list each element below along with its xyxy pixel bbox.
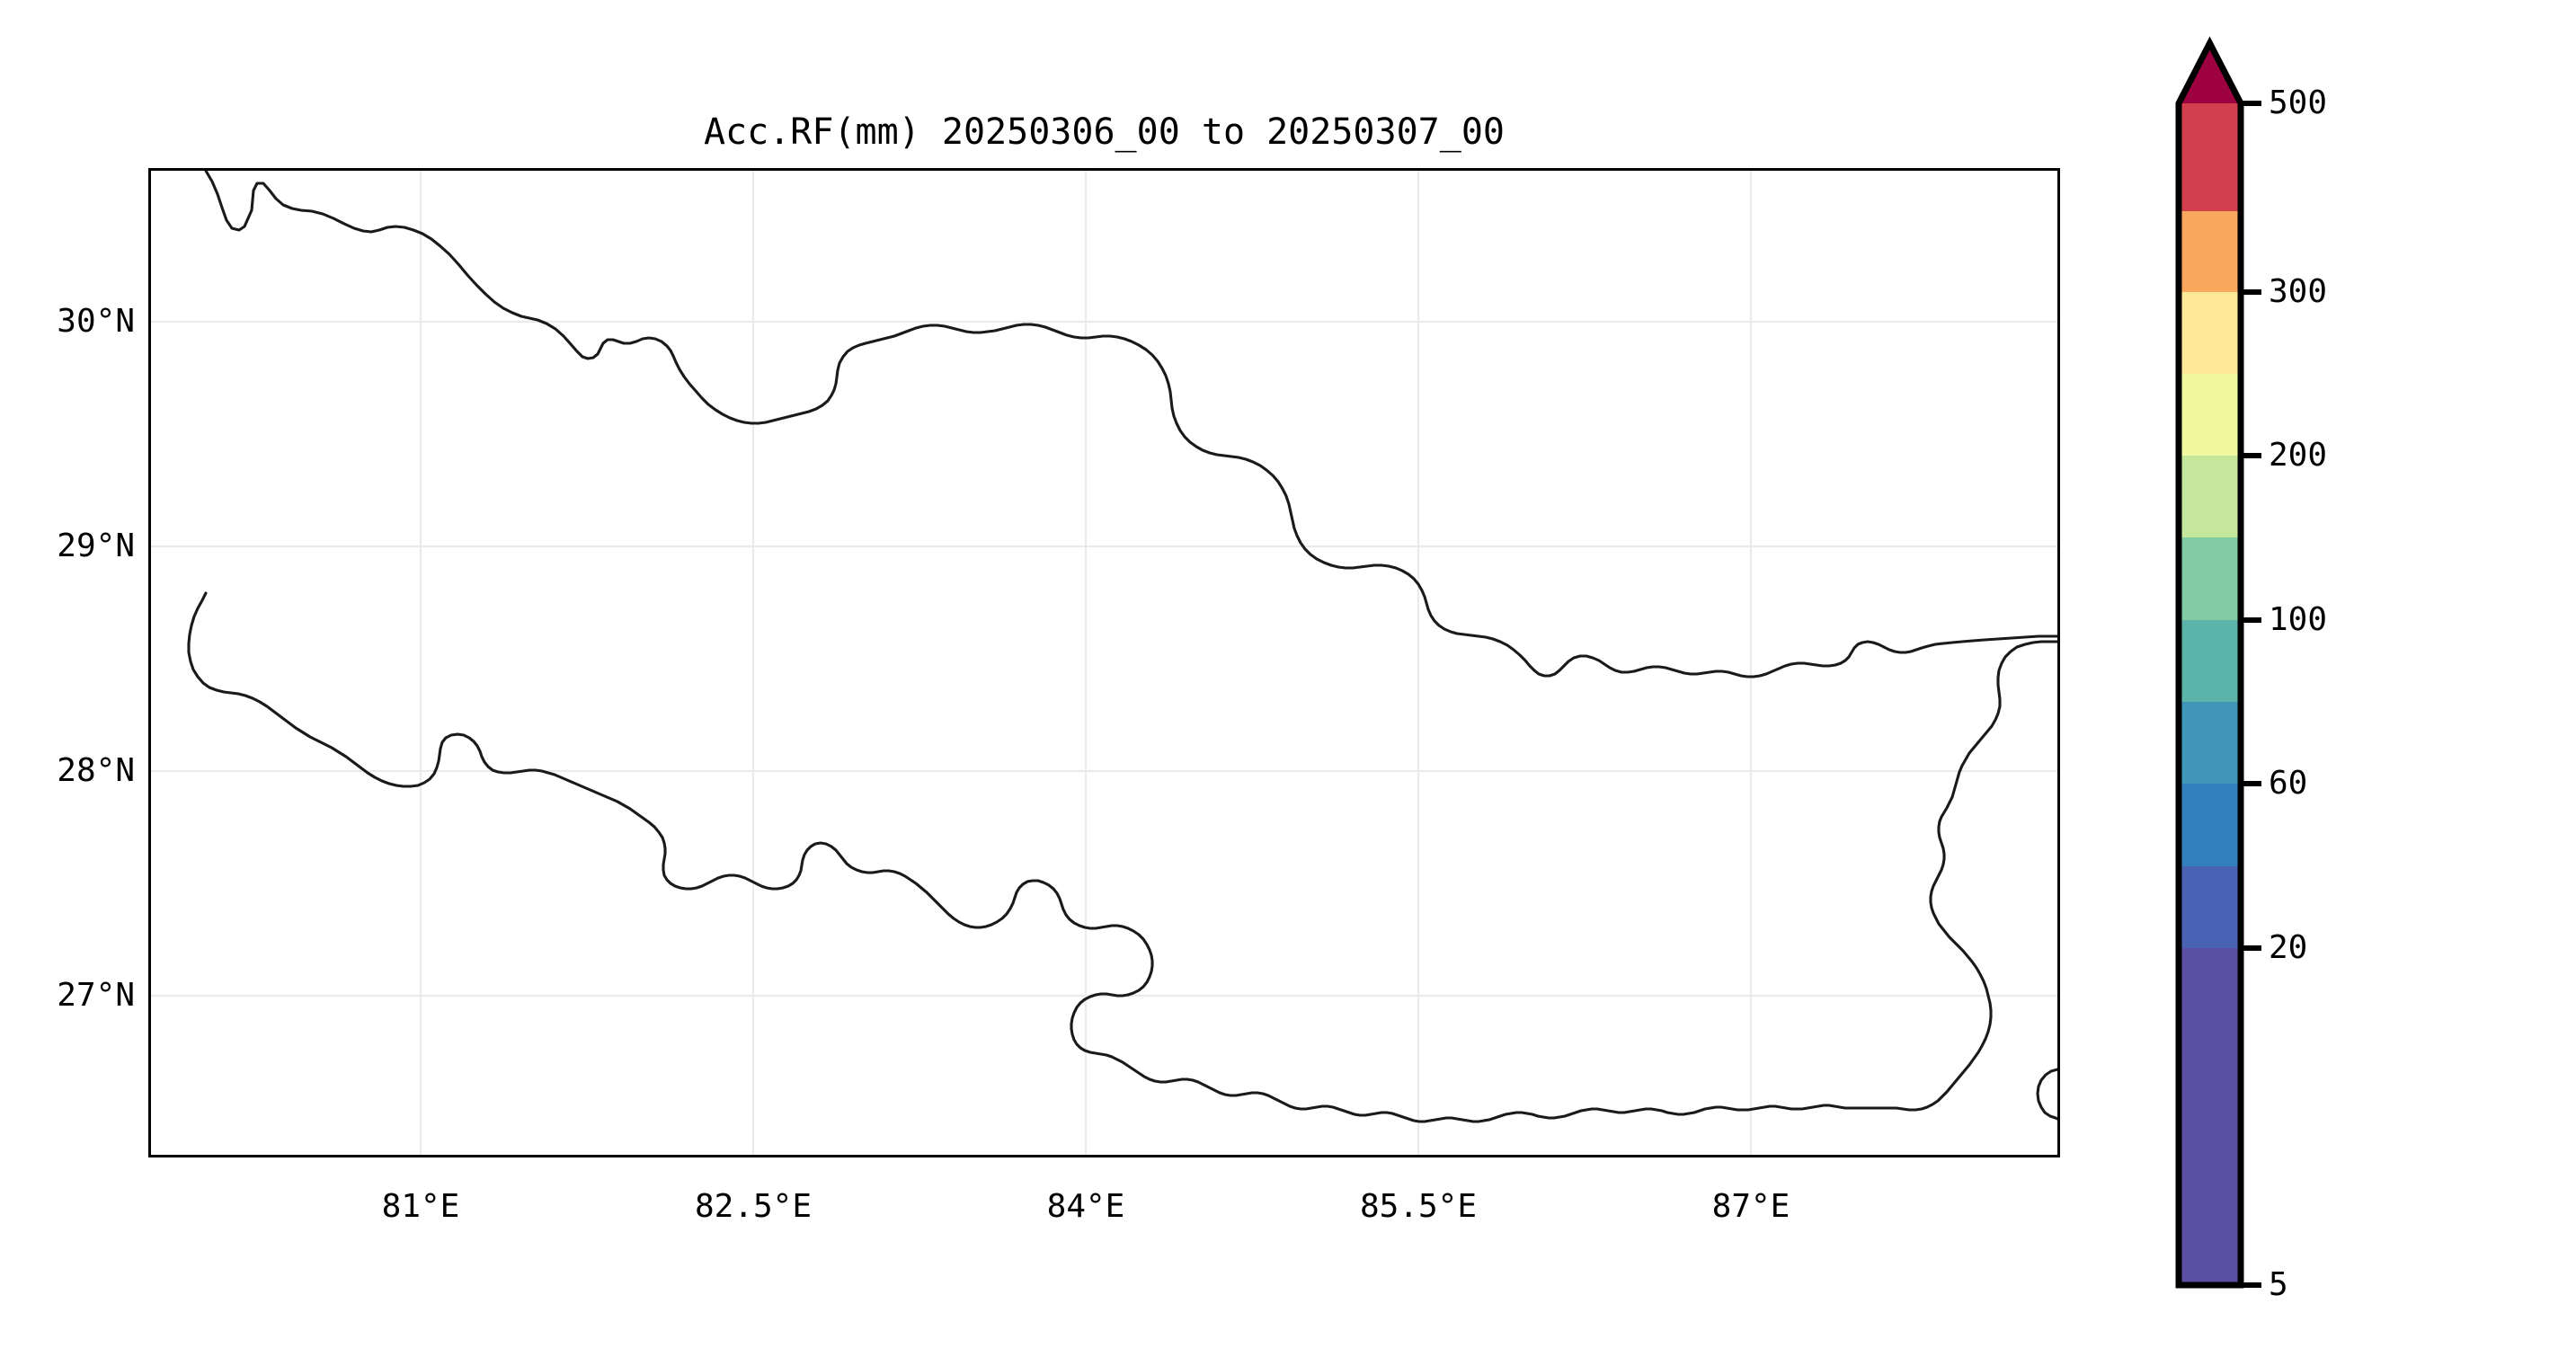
colorbar-band-1 [2179, 948, 2241, 1285]
nepal-southeast-tail-path [2036, 1068, 2057, 1121]
ytick-label-28n: 28°N [57, 752, 135, 789]
xtick-label-82-5e: 82.5°E [694, 1188, 813, 1225]
colorbar-band-9 [2179, 292, 2241, 374]
colorbar-band-6 [2179, 537, 2241, 620]
colorbar-tick-marks [2241, 101, 2261, 1288]
map-plot-area[interactable] [148, 168, 2060, 1157]
colorbar-ticklabel-60: 60 [2269, 765, 2308, 802]
colorbar-svg [2175, 36, 2261, 1289]
colorbar-ticklabel-500: 500 [2269, 84, 2328, 121]
colorbar-band-11 [2179, 103, 2241, 211]
xtick-label-84e: 84°E [1046, 1188, 1125, 1225]
map-gridlines [151, 171, 2057, 1155]
colorbar[interactable]: 500 300 200 100 60 20 5 [2172, 32, 2549, 1301]
colorbar-ticklabel-20: 20 [2269, 929, 2308, 966]
nepal-border-path [204, 171, 2057, 678]
nepal-south-border-path [187, 591, 1898, 1123]
colorbar-band-7 [2179, 456, 2241, 537]
ytick-label-29n: 29°N [57, 528, 135, 564]
colorbar-ticklabel-300: 300 [2269, 273, 2328, 310]
nepal-east-border-path [1895, 640, 2057, 1112]
colorbar-band-2 [2179, 866, 2241, 948]
xtick-label-85-5e: 85.5°E [1359, 1188, 1478, 1225]
title-line-1: Acc.RF(mm) 20250306_00 to 20250307_00 [703, 111, 1506, 153]
colorbar-band-3 [2179, 784, 2241, 866]
colorbar-bands [2179, 103, 2241, 1285]
colorbar-ticklabel-100: 100 [2269, 601, 2328, 638]
nepal-boundary-outline [187, 171, 2057, 1123]
colorbar-band-5 [2179, 620, 2241, 702]
colorbar-extend-max-triangle [2179, 43, 2241, 103]
ytick-label-30n: 30°N [57, 303, 135, 340]
colorbar-band-8 [2179, 374, 2241, 456]
xtick-label-81e: 81°E [381, 1188, 460, 1225]
map-svg [151, 171, 2057, 1155]
colorbar-ticklabel-5: 5 [2269, 1266, 2288, 1303]
colorbar-band-4 [2179, 702, 2241, 784]
ytick-label-27n: 27°N [57, 977, 135, 1014]
xtick-label-87e: 87°E [1711, 1188, 1790, 1225]
colorbar-outline [2175, 36, 2244, 1289]
colorbar-ticklabel-200: 200 [2269, 437, 2328, 474]
colorbar-band-10 [2179, 211, 2241, 292]
